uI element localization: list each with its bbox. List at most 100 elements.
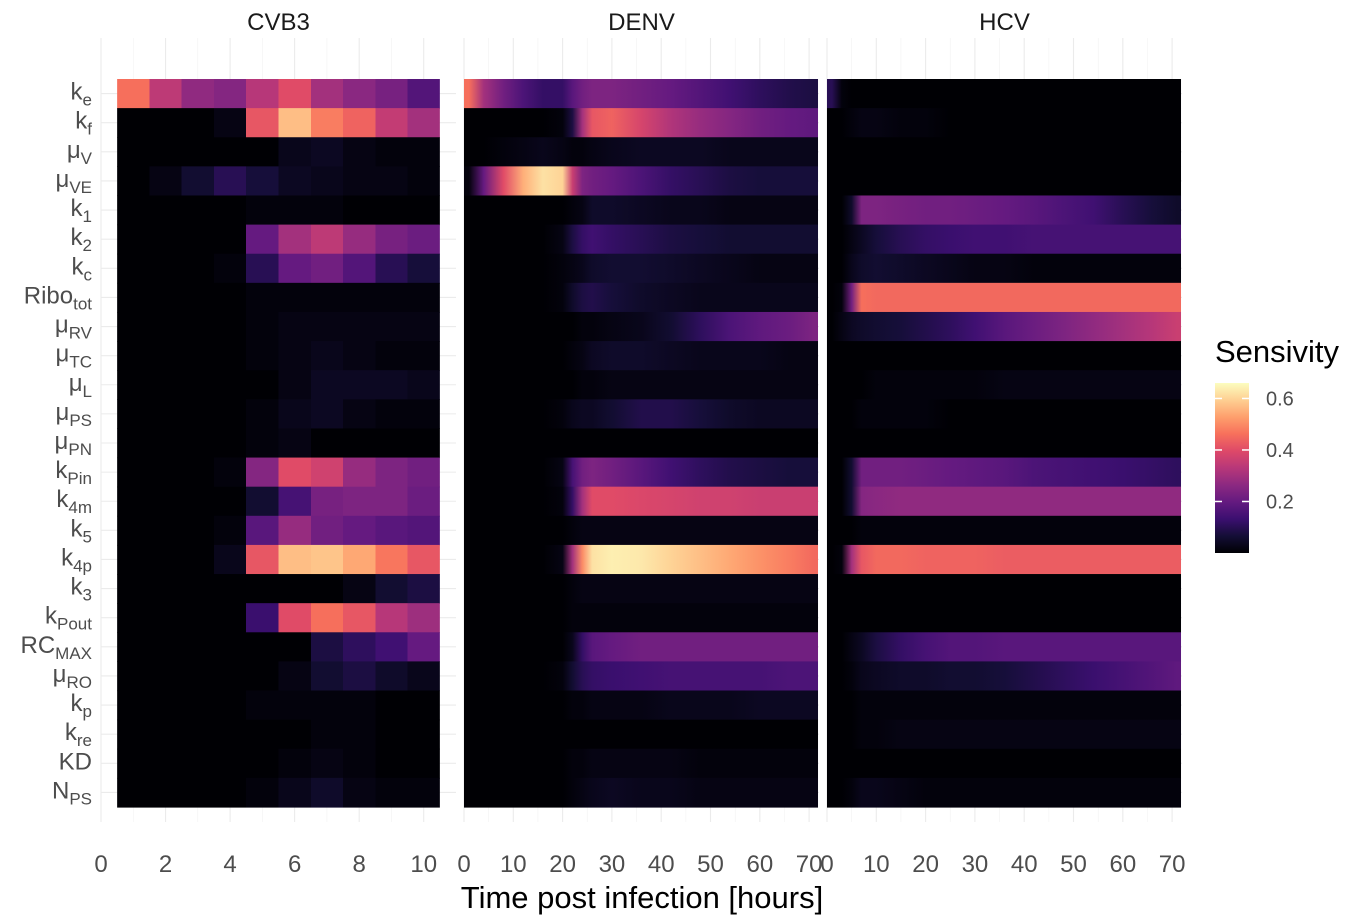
legend-tick-label: 0.2 bbox=[1266, 491, 1294, 513]
heatmap-row-hcv-21 bbox=[827, 690, 1182, 721]
heatmap-row-denv-16 bbox=[464, 544, 819, 575]
heatmap-row-denv-3 bbox=[464, 166, 819, 197]
heatmap-row-cvb3-24 bbox=[117, 777, 440, 808]
parameter-symbol: k bbox=[71, 195, 84, 222]
parameter-symbol: μ bbox=[55, 312, 69, 339]
heatmap-row-cvb3-19 bbox=[117, 632, 440, 662]
parameter-label: k4p bbox=[61, 544, 92, 575]
x-tick-label: 20 bbox=[549, 851, 576, 878]
heatmap-row-cvb3-16 bbox=[117, 544, 440, 575]
x-tick-label: 8 bbox=[353, 851, 366, 878]
panel-denv: DENV 0 10 20 30 40 50 60 70 bbox=[457, 9, 822, 878]
heatmap-row-denv-24 bbox=[464, 777, 819, 808]
parameter-label: μPS bbox=[55, 399, 92, 430]
parameter-label: μL bbox=[69, 370, 92, 401]
heatmap-row-cvb3-23 bbox=[117, 748, 440, 779]
heatmap-row-hcv-9 bbox=[827, 341, 1182, 371]
parameter-label: Ribotot bbox=[24, 282, 93, 313]
heatmap-row-denv-8 bbox=[464, 311, 819, 342]
parameter-label: RCMAX bbox=[20, 632, 92, 663]
x-tick-label: 40 bbox=[1011, 851, 1038, 878]
legend-title: Sensivity bbox=[1215, 334, 1340, 369]
parameter-subscript: Pin bbox=[67, 469, 92, 488]
parameter-subscript: 4m bbox=[68, 498, 92, 517]
parameter-subscript: MAX bbox=[55, 644, 92, 663]
facet-title: DENV bbox=[608, 9, 675, 36]
heatmap-row-cvb3-2 bbox=[117, 137, 440, 167]
parameter-label: kPout bbox=[45, 603, 92, 634]
parameter-label: μRO bbox=[53, 661, 92, 692]
heatmap-row-cvb3-6 bbox=[117, 253, 440, 284]
heatmap-row-denv-23 bbox=[464, 748, 819, 779]
parameter-subscript: 4p bbox=[73, 556, 92, 575]
parameter-subscript: PN bbox=[68, 440, 92, 459]
x-tick-label: 60 bbox=[746, 851, 773, 878]
parameter-label: kPin bbox=[55, 457, 92, 488]
parameter-symbol: k bbox=[65, 719, 78, 746]
parameter-subscript: 2 bbox=[83, 236, 92, 255]
x-tick-label: 70 bbox=[796, 851, 823, 878]
parameter-label: kf bbox=[75, 108, 92, 139]
panel-hcv: HCV 0 10 20 30 40 50 60 70 bbox=[820, 9, 1185, 878]
parameter-symbol: k bbox=[71, 574, 84, 601]
parameter-symbol: μ bbox=[69, 370, 83, 397]
heatmap-row-denv-5 bbox=[464, 224, 819, 255]
legend-tick-label: 0.4 bbox=[1266, 440, 1294, 462]
heatmap-row-denv-9 bbox=[464, 341, 819, 371]
heatmap-row-hcv-17 bbox=[827, 574, 1182, 604]
heatmap-row-cvb3-20 bbox=[117, 661, 440, 692]
heatmap-row-denv-1 bbox=[464, 108, 819, 138]
parameter-subscript: Pout bbox=[57, 615, 92, 634]
heatmap-row-hcv-5 bbox=[827, 224, 1182, 255]
parameter-symbol: Ribo bbox=[24, 282, 73, 309]
parameter-subscript: RO bbox=[67, 673, 93, 692]
parameter-label: kp bbox=[71, 690, 92, 721]
heatmap-row-cvb3-5 bbox=[117, 224, 440, 255]
parameter-label: μV bbox=[67, 137, 93, 168]
parameter-symbol: KD bbox=[59, 748, 92, 775]
heatmap-row-denv-0 bbox=[464, 79, 819, 109]
x-tick-label: 2 bbox=[159, 851, 172, 878]
heatmap-row-denv-20 bbox=[464, 661, 819, 692]
parameter-subscript: V bbox=[81, 149, 93, 168]
heatmap-row-cvb3-10 bbox=[117, 370, 440, 400]
parameter-subscript: 3 bbox=[83, 586, 92, 605]
x-tick-label: 50 bbox=[1060, 851, 1087, 878]
heatmap-row-denv-19 bbox=[464, 632, 819, 662]
heatmap-row-cvb3-13 bbox=[117, 457, 440, 488]
parameter-symbol: k bbox=[71, 690, 84, 717]
x-tick-label: 6 bbox=[288, 851, 301, 878]
heatmap-row-denv-11 bbox=[464, 399, 819, 430]
heatmap-row-cvb3-3 bbox=[117, 166, 440, 197]
parameter-label: ke bbox=[71, 79, 92, 110]
heatmap-row-hcv-19 bbox=[827, 632, 1182, 662]
heatmap-row-cvb3-17 bbox=[117, 574, 440, 604]
heatmap-row-hcv-13 bbox=[827, 457, 1182, 488]
heatmap-row-cvb3-7 bbox=[117, 282, 440, 313]
parameter-subscript: re bbox=[77, 731, 92, 750]
x-tick-label: 10 bbox=[863, 851, 890, 878]
parameter-symbol: μ bbox=[53, 661, 67, 688]
parameter-label: kre bbox=[65, 719, 92, 750]
x-tick-label: 30 bbox=[599, 851, 626, 878]
heatmap-row-denv-7 bbox=[464, 282, 819, 313]
heatmap-row-cvb3-14 bbox=[117, 486, 440, 517]
heatmap-row-denv-13 bbox=[464, 457, 819, 488]
heatmap-row-cvb3-4 bbox=[117, 195, 440, 226]
x-tick-label: 10 bbox=[410, 851, 437, 878]
parameter-subscript: 1 bbox=[83, 207, 92, 226]
parameter-subscript: f bbox=[87, 120, 92, 139]
heatmap-row-denv-12 bbox=[464, 428, 819, 459]
heatmap-row-cvb3-12 bbox=[117, 428, 440, 459]
heatmap-row-hcv-0 bbox=[827, 79, 1182, 109]
parameter-label: KD bbox=[59, 748, 92, 775]
heatmap-row-denv-21 bbox=[464, 690, 819, 721]
parameter-labels: kekfμVμVEk1k2kcRibototμRVμTCμLμPSμPNkPin… bbox=[20, 79, 92, 809]
parameter-subscript: PS bbox=[69, 411, 92, 430]
parameter-label: k4m bbox=[56, 486, 92, 517]
x-axis-title: Time post infection [hours] bbox=[461, 880, 823, 915]
heatmap-row-cvb3-21 bbox=[117, 690, 440, 721]
parameter-symbol: k bbox=[56, 486, 69, 513]
parameter-subscript: VE bbox=[69, 178, 92, 197]
